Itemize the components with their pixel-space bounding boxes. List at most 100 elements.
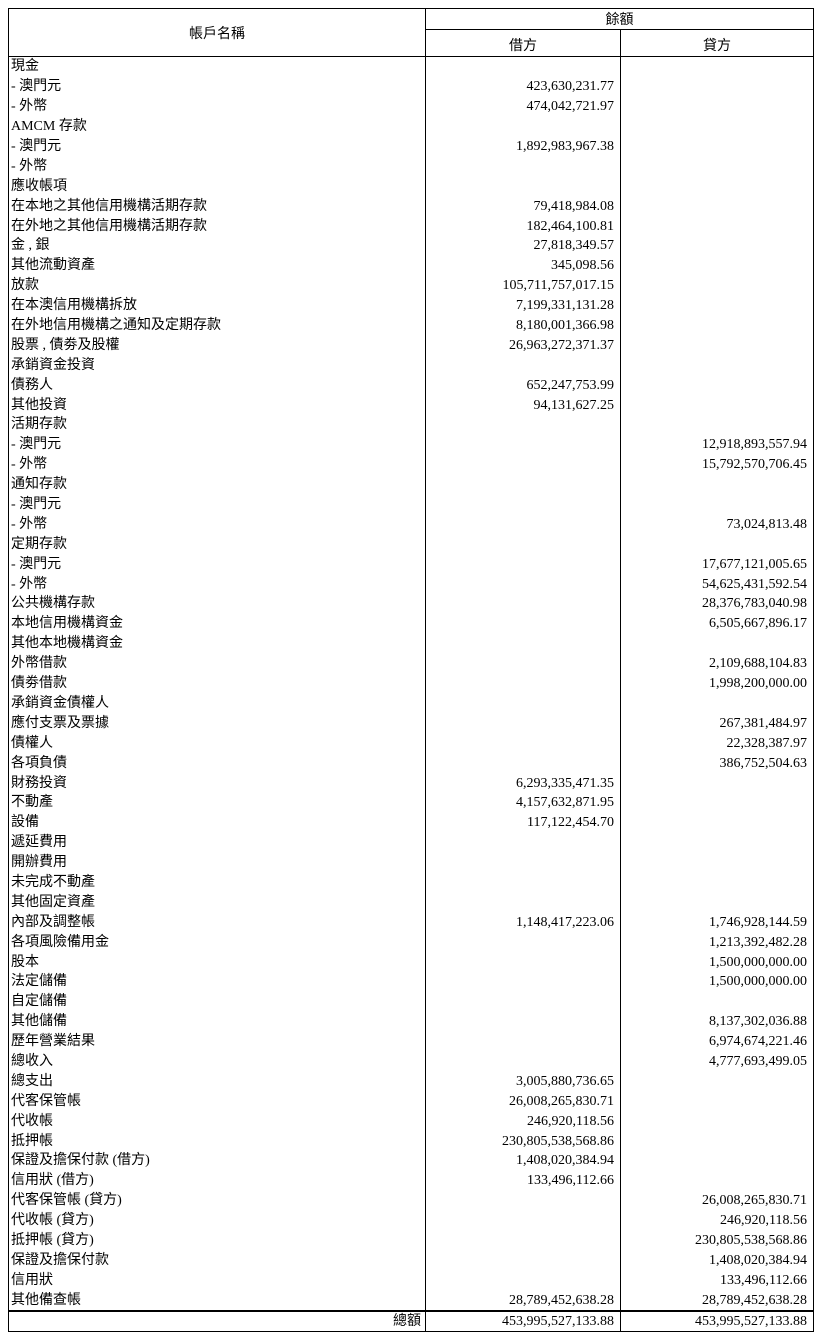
- credit-amount: [620, 156, 814, 177]
- account-name: 抵押帳 (貸方): [8, 1230, 426, 1251]
- table-row: 財務投資 6,293,335,471.35: [8, 773, 814, 793]
- account-name: 開辦費用: [8, 852, 426, 873]
- credit-amount: [620, 693, 814, 714]
- account-name: 股本: [8, 952, 426, 972]
- account-name: 內部及調整帳: [8, 912, 426, 933]
- debit-amount: [425, 693, 621, 714]
- credit-amount: [620, 216, 814, 237]
- table-row: 本地信用機構資金 6,505,667,896.17: [8, 613, 814, 634]
- debit-amount: [425, 415, 621, 435]
- credit-amount: 6,974,674,221.46: [620, 1031, 814, 1052]
- credit-amount: 133,496,112.66: [620, 1270, 814, 1291]
- table-row: - 澳門元 17,677,121,005.65: [8, 554, 814, 575]
- credit-amount: 54,625,431,592.54: [620, 574, 814, 595]
- table-row: - 外幣 474,042,721.97: [8, 96, 814, 117]
- total-row: 總額 453,995,527,133.88 453,995,527,133.88: [8, 1310, 814, 1333]
- debit-amount: 474,042,721.97: [425, 96, 621, 117]
- table-row: 保證及擔保付款 1,408,020,384.94: [8, 1250, 814, 1271]
- table-row: 其他儲備 8,137,302,036.88: [8, 1011, 814, 1032]
- account-name: - 澳門元: [8, 76, 426, 97]
- account-name: 抵押帳: [8, 1131, 426, 1151]
- credit-amount: 15,792,570,706.45: [620, 454, 814, 475]
- debit-amount: [425, 952, 621, 972]
- table-row: - 外幣 73,024,813.48: [8, 514, 814, 535]
- debit-amount: [425, 116, 621, 137]
- credit-amount: [620, 633, 814, 654]
- debit-amount: [425, 1230, 621, 1251]
- table-row: 代收帳 246,920,118.56: [8, 1111, 814, 1132]
- table-row: 信用狀 133,496,112.66: [8, 1270, 814, 1291]
- credit-amount: 22,328,387.97: [620, 733, 814, 754]
- debit-amount: 423,630,231.77: [425, 76, 621, 97]
- table-row: 債劵借款 1,998,200,000.00: [8, 673, 814, 694]
- account-name: 定期存款: [8, 534, 426, 555]
- debit-amount: 79,418,984.08: [425, 196, 621, 217]
- table-row: - 澳門元 423,630,231.77: [8, 76, 814, 97]
- credit-amount: [620, 534, 814, 555]
- table-row: 不動產 4,157,632,871.95: [8, 792, 814, 813]
- debit-amount: 7,199,331,131.28: [425, 295, 621, 316]
- account-name: - 澳門元: [8, 554, 426, 575]
- account-name: 公共機構存款: [8, 594, 426, 614]
- account-name: AMCM 存款: [8, 116, 426, 137]
- debit-amount: [425, 1190, 621, 1211]
- table-row: 法定儲備 1,500,000,000.00: [8, 971, 814, 992]
- credit-amount: [620, 196, 814, 217]
- table-row: 債務人 652,247,753.99: [8, 375, 814, 396]
- credit-amount: [620, 275, 814, 296]
- credit-amount: 2,109,688,104.83: [620, 653, 814, 674]
- credit-amount: [620, 176, 814, 197]
- account-name: 金 , 銀: [8, 236, 426, 256]
- table-row: 總收入 4,777,693,499.05: [8, 1051, 814, 1072]
- table-row: 在外地信用機構之通知及定期存款 8,180,001,366.98: [8, 315, 814, 336]
- credit-amount: [620, 136, 814, 157]
- credit-amount: [620, 991, 814, 1012]
- debit-amount: 1,892,983,967.38: [425, 136, 621, 157]
- debit-amount: 117,122,454.70: [425, 812, 621, 833]
- trial-balance-table: 帳戶名稱 餘額 借方 貸方 現金 - 澳門元 423,630,231.77 - 外…: [8, 8, 814, 1333]
- credit-amount: [620, 116, 814, 137]
- credit-amount: [620, 76, 814, 97]
- table-row: 其他本地機構資金: [8, 633, 814, 654]
- account-name: 應付支票及票據: [8, 713, 426, 734]
- table-row: 代客保管帳 (貸方) 26,008,265,830.71: [8, 1190, 814, 1211]
- account-name: 其他固定資產: [8, 892, 426, 913]
- credit-amount: [620, 892, 814, 913]
- debit-amount: [425, 633, 621, 654]
- credit-amount: 1,998,200,000.00: [620, 673, 814, 694]
- debit-amount: [425, 1210, 621, 1231]
- debit-amount: [425, 434, 621, 455]
- account-name: 信用狀: [8, 1270, 426, 1291]
- table-row: 遞延費用: [8, 832, 814, 853]
- debit-amount: [425, 454, 621, 475]
- debit-amount: 3,005,880,736.65: [425, 1071, 621, 1092]
- account-name: 自定儲備: [8, 991, 426, 1012]
- account-name: 承銷資金債權人: [8, 693, 426, 714]
- table-row: - 澳門元 12,918,893,557.94: [8, 434, 814, 455]
- account-name: 各項負債: [8, 753, 426, 774]
- credit-amount: 6,505,667,896.17: [620, 613, 814, 634]
- account-name: 未完成不動產: [8, 872, 426, 893]
- header-balance: 餘額: [425, 8, 814, 30]
- account-name: 債劵借款: [8, 673, 426, 694]
- debit-amount: [425, 1031, 621, 1052]
- table-row: 公共機構存款 28,376,783,040.98: [8, 594, 814, 614]
- credit-amount: [620, 335, 814, 356]
- total-credit: 453,995,527,133.88: [620, 1310, 814, 1333]
- credit-amount: 1,746,928,144.59: [620, 912, 814, 933]
- debit-amount: [425, 1011, 621, 1032]
- debit-amount: [425, 594, 621, 614]
- account-name: 代收帳: [8, 1111, 426, 1132]
- debit-amount: [425, 355, 621, 376]
- debit-amount: 4,157,632,871.95: [425, 792, 621, 813]
- account-name: 代客保管帳: [8, 1091, 426, 1112]
- debit-amount: [425, 56, 621, 77]
- table-row: 活期存款: [8, 415, 814, 435]
- credit-amount: [620, 852, 814, 873]
- debit-amount: 8,180,001,366.98: [425, 315, 621, 336]
- table-row: 定期存款: [8, 534, 814, 555]
- account-name: - 外幣: [8, 574, 426, 595]
- debit-amount: [425, 653, 621, 674]
- table-row: 總支出 3,005,880,736.65: [8, 1071, 814, 1092]
- account-name: 活期存款: [8, 415, 426, 435]
